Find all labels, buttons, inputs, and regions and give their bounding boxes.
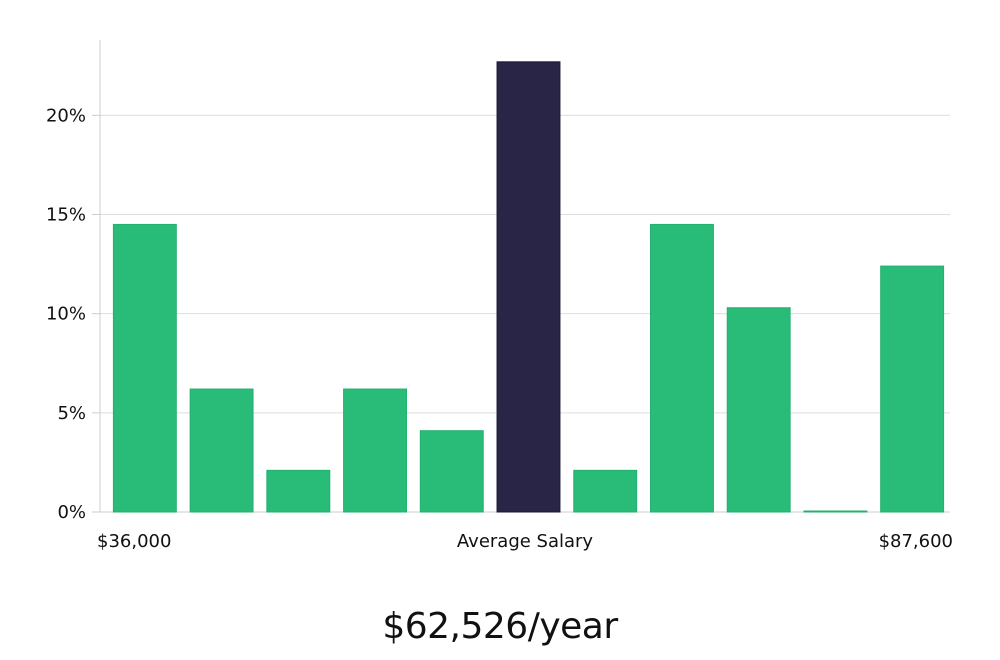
bar: [112, 223, 177, 513]
bar: [189, 388, 254, 513]
bar: [343, 388, 408, 513]
bar: [573, 469, 638, 513]
bars: [112, 61, 945, 513]
bar: [419, 430, 484, 513]
x-axis-title: Average Salary: [457, 531, 594, 552]
bar: [649, 223, 714, 513]
x-axis-min-label: $36,000: [97, 531, 171, 552]
bar: [880, 265, 945, 513]
y-tick-label: 5%: [57, 403, 86, 424]
y-axis-ticks: 0% 5% 10% 15% 20%: [46, 105, 100, 523]
x-axis-max-label: $87,600: [879, 531, 953, 552]
y-tick-label: 20%: [46, 105, 86, 126]
bar: [266, 469, 331, 513]
bar: [726, 307, 791, 513]
bar-highlighted: [496, 61, 561, 513]
bar: [803, 510, 868, 513]
y-tick-label: 15%: [46, 205, 86, 226]
average-salary-value: $62,526/year: [382, 606, 618, 647]
y-tick-label: 0%: [57, 502, 86, 523]
y-tick-label: 10%: [46, 304, 86, 325]
salary-histogram-chart: 0% 5% 10% 15% 20% $36,000 Average Salary $87…: [46, 40, 953, 552]
